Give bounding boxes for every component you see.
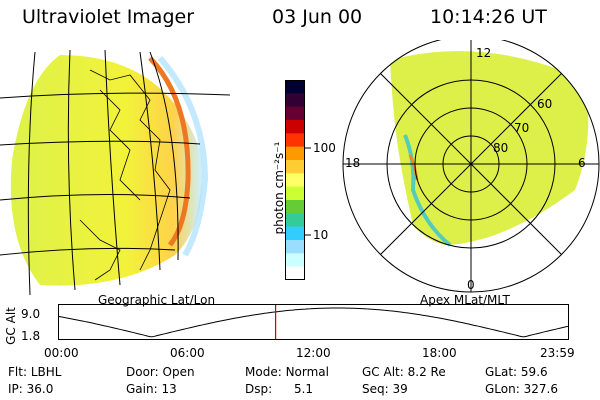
colorbar-stripe: [285, 80, 305, 94]
mlt-12-label: 12: [476, 46, 492, 60]
colorbar-stripe: [285, 146, 305, 161]
time-label: 10:14:26 UT: [430, 6, 547, 28]
dsp-info: Dsp: 5.1: [245, 382, 313, 396]
ip-info: IP: 36.0: [8, 382, 53, 396]
mlat-60-label: 60: [537, 97, 553, 111]
flt-value: LBHL: [30, 365, 62, 379]
gcalt-value: 8.2 Re: [407, 365, 446, 379]
xtick-0000: 00:00: [44, 346, 79, 360]
latlon-grid: [0, 49, 231, 295]
seq-info: Seq: 39: [362, 382, 408, 396]
polar-mlat-mlt-plot: [342, 40, 600, 293]
xtick-1800: 18:00: [422, 346, 457, 360]
intensity-colorbar: [285, 80, 305, 280]
colorbar-tick-100: 100: [313, 141, 336, 155]
polar-panel-label: Apex MLat/MLT: [420, 293, 510, 307]
colorbar-stripe: [285, 173, 305, 188]
aurora-fringe: [157, 56, 209, 257]
mlt-6-label: 6: [578, 156, 586, 170]
colorbar-stripe: [285, 186, 305, 201]
colorbar-stripe: [285, 106, 305, 121]
dsp-value: 5.1: [293, 382, 314, 396]
mlt-0-label: 0: [467, 278, 475, 292]
mlt-18-label: 18: [345, 156, 361, 170]
altitude-curve: [58, 307, 569, 338]
left-panel-label: Geographic Lat/Lon: [98, 293, 216, 307]
gain-info: Gain: 13: [126, 382, 177, 396]
gcalt-label: GC Alt:: [362, 365, 404, 379]
glon-value: 327.6: [523, 382, 558, 396]
polar-emission: [390, 51, 589, 245]
door-value: Open: [162, 365, 195, 379]
colorbar-ticks: [305, 147, 311, 236]
gain-value: 13: [161, 382, 177, 396]
date-label: 03 Jun 00: [272, 6, 363, 28]
xtick-2359: 23:59: [540, 346, 575, 360]
colorbar-unit-label: photon cm⁻²s⁻¹: [272, 141, 286, 235]
colorbar-stripe: [285, 226, 305, 241]
glon-info: GLon: 327.6: [485, 382, 558, 396]
mlat-80-label: 80: [493, 141, 509, 155]
mlat-70-label: 70: [514, 121, 530, 135]
ip-label: IP:: [8, 382, 23, 396]
altitude-plot-frame: [58, 304, 569, 340]
xtick-1200: 12:00: [296, 346, 331, 360]
glon-label: GLon:: [485, 382, 520, 396]
colorbar-frame: [285, 80, 305, 280]
seq-label: Seq:: [362, 382, 389, 396]
seq-value: 39: [392, 382, 408, 396]
colorbar-stripe: [285, 200, 305, 214]
mode-label: Mode:: [245, 365, 282, 379]
aurora-band: [148, 56, 191, 247]
polar-emission-edge: [403, 134, 452, 247]
glat-label: GLat:: [485, 365, 518, 379]
colorbar-stripe: [285, 240, 305, 254]
mode-value: Normal: [285, 365, 329, 379]
colorbar-stripe: [285, 120, 305, 134]
ip-value: 36.0: [26, 382, 54, 396]
glat-info: GLat: 59.6: [485, 365, 548, 379]
altitude-ylabel: GC Alt: [4, 307, 18, 345]
dsp-label: Dsp:: [245, 382, 273, 396]
colorbar-stripe: [285, 266, 305, 280]
colorbar-stripe: [285, 213, 305, 228]
colorbar-stripe: [285, 160, 305, 174]
altitude-y-top: 9.0: [21, 307, 41, 321]
glat-value: 59.6: [520, 365, 548, 379]
flt-label: Flt:: [8, 365, 27, 379]
door-label: Door:: [126, 365, 159, 379]
door-info: Door: Open: [126, 365, 195, 379]
flt-info: Flt: LBHL: [8, 365, 61, 379]
colorbar-stripe: [285, 133, 305, 148]
colorbar-stripe: [285, 93, 305, 108]
colorbar-stripe: [285, 253, 305, 268]
altitude-plot: [58, 304, 569, 340]
globe-emission: [10, 55, 203, 286]
polar-grid: [342, 40, 600, 293]
mode-info: Mode: Normal: [245, 365, 329, 379]
gain-label: Gain:: [126, 382, 158, 396]
instrument-title: Ultraviolet Imager: [22, 6, 195, 28]
geographic-globe-image: [0, 49, 231, 295]
colorbar-tick-10: 10: [313, 228, 329, 242]
gcalt-info: GC Alt: 8.2 Re: [362, 365, 446, 379]
coastline-outlines: [79, 69, 171, 281]
xtick-0600: 06:00: [170, 346, 205, 360]
altitude-y-bottom: 1.8: [21, 329, 41, 343]
